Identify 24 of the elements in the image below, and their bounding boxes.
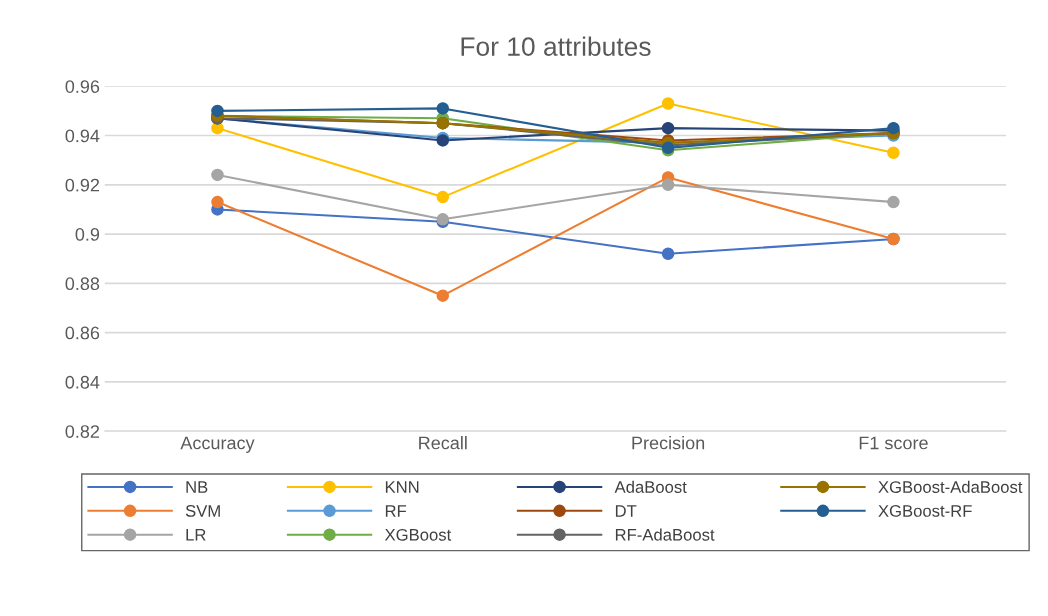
legend-label: XGBoost-AdaBoost (878, 480, 1023, 493)
y-tick-label: 0.9 (75, 228, 100, 241)
x-tick-label: Accuracy (180, 436, 255, 453)
legend-label: AdaBoost (614, 480, 687, 493)
legend-label: DT (615, 505, 637, 517)
y-tick-label: 0.96 (65, 80, 100, 93)
y-tick-label: 0.82 (65, 425, 100, 438)
legend-label: KNN (385, 481, 419, 493)
y-tick-label: 0.94 (65, 129, 100, 143)
legend-label: SVM (185, 505, 220, 517)
y-tick-label: 0.86 (65, 326, 100, 340)
y-tick-label: 0.92 (65, 178, 100, 192)
legend-label: RF-AdaBoost (615, 528, 715, 541)
legend-label: XGBoost-RF (878, 505, 972, 517)
x-tick-label: Precision (632, 436, 705, 450)
y-tick-label: 0.84 (65, 375, 100, 389)
legend-label: LR (186, 529, 206, 541)
legend-label: XGBoost (384, 528, 452, 541)
legend-label: NB (186, 481, 208, 493)
x-tick-label: Recall (419, 436, 467, 450)
y-tick-label: 0.88 (65, 277, 100, 291)
chart-title: For 10 attributes (461, 36, 651, 56)
legend-label: RF (385, 505, 407, 517)
x-tick-label: F1 score (859, 436, 928, 450)
